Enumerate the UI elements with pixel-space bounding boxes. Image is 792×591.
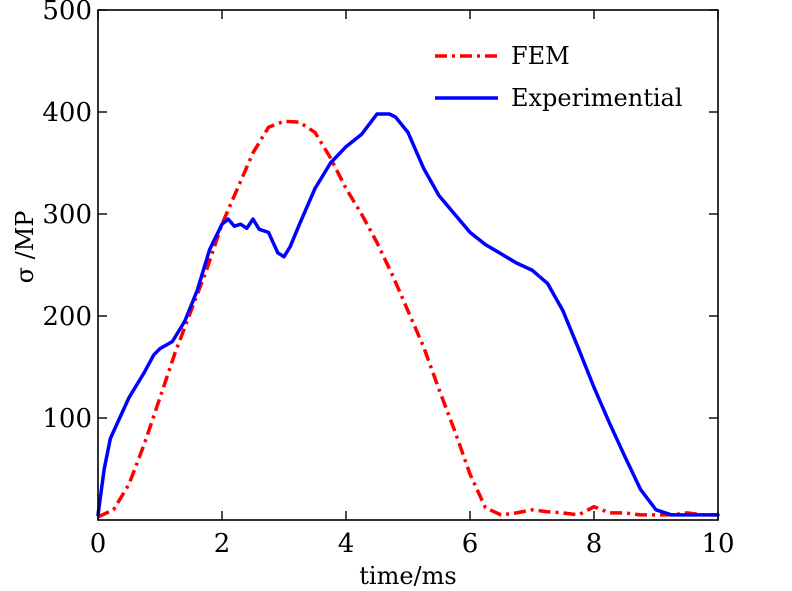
series-layer bbox=[96, 112, 720, 519]
series-line-experimential bbox=[96, 112, 720, 517]
x-tick-label: 2 bbox=[214, 529, 231, 559]
y-tick-label: 100 bbox=[42, 404, 92, 434]
series-line-fem bbox=[97, 119, 718, 519]
ticks-layer bbox=[97, 9, 719, 520]
x-tick-label: 10 bbox=[701, 529, 734, 559]
x-tick-label: 8 bbox=[586, 529, 603, 559]
x-tick-label: 0 bbox=[90, 529, 107, 559]
plot-frame bbox=[97, 9, 719, 521]
x-axis-label: time/ms bbox=[359, 562, 456, 590]
x-tick-label: 6 bbox=[462, 529, 479, 559]
y-tick-label: 400 bbox=[42, 98, 92, 128]
x-tick-label: 4 bbox=[338, 529, 355, 559]
legend-label-fem: FEM bbox=[511, 42, 570, 70]
legend-label-experimential: Experimential bbox=[511, 84, 683, 112]
y-tick-label: 500 bbox=[42, 0, 92, 26]
y-tick-label: 200 bbox=[42, 302, 92, 332]
legend: FEM Experimential bbox=[435, 42, 683, 112]
y-tick-label: 300 bbox=[42, 200, 92, 230]
y-axis-label: σ /MP bbox=[11, 211, 39, 284]
tick-labels-layer: 0 2 4 6 8 10 100 200 300 400 500 bbox=[42, 0, 734, 559]
